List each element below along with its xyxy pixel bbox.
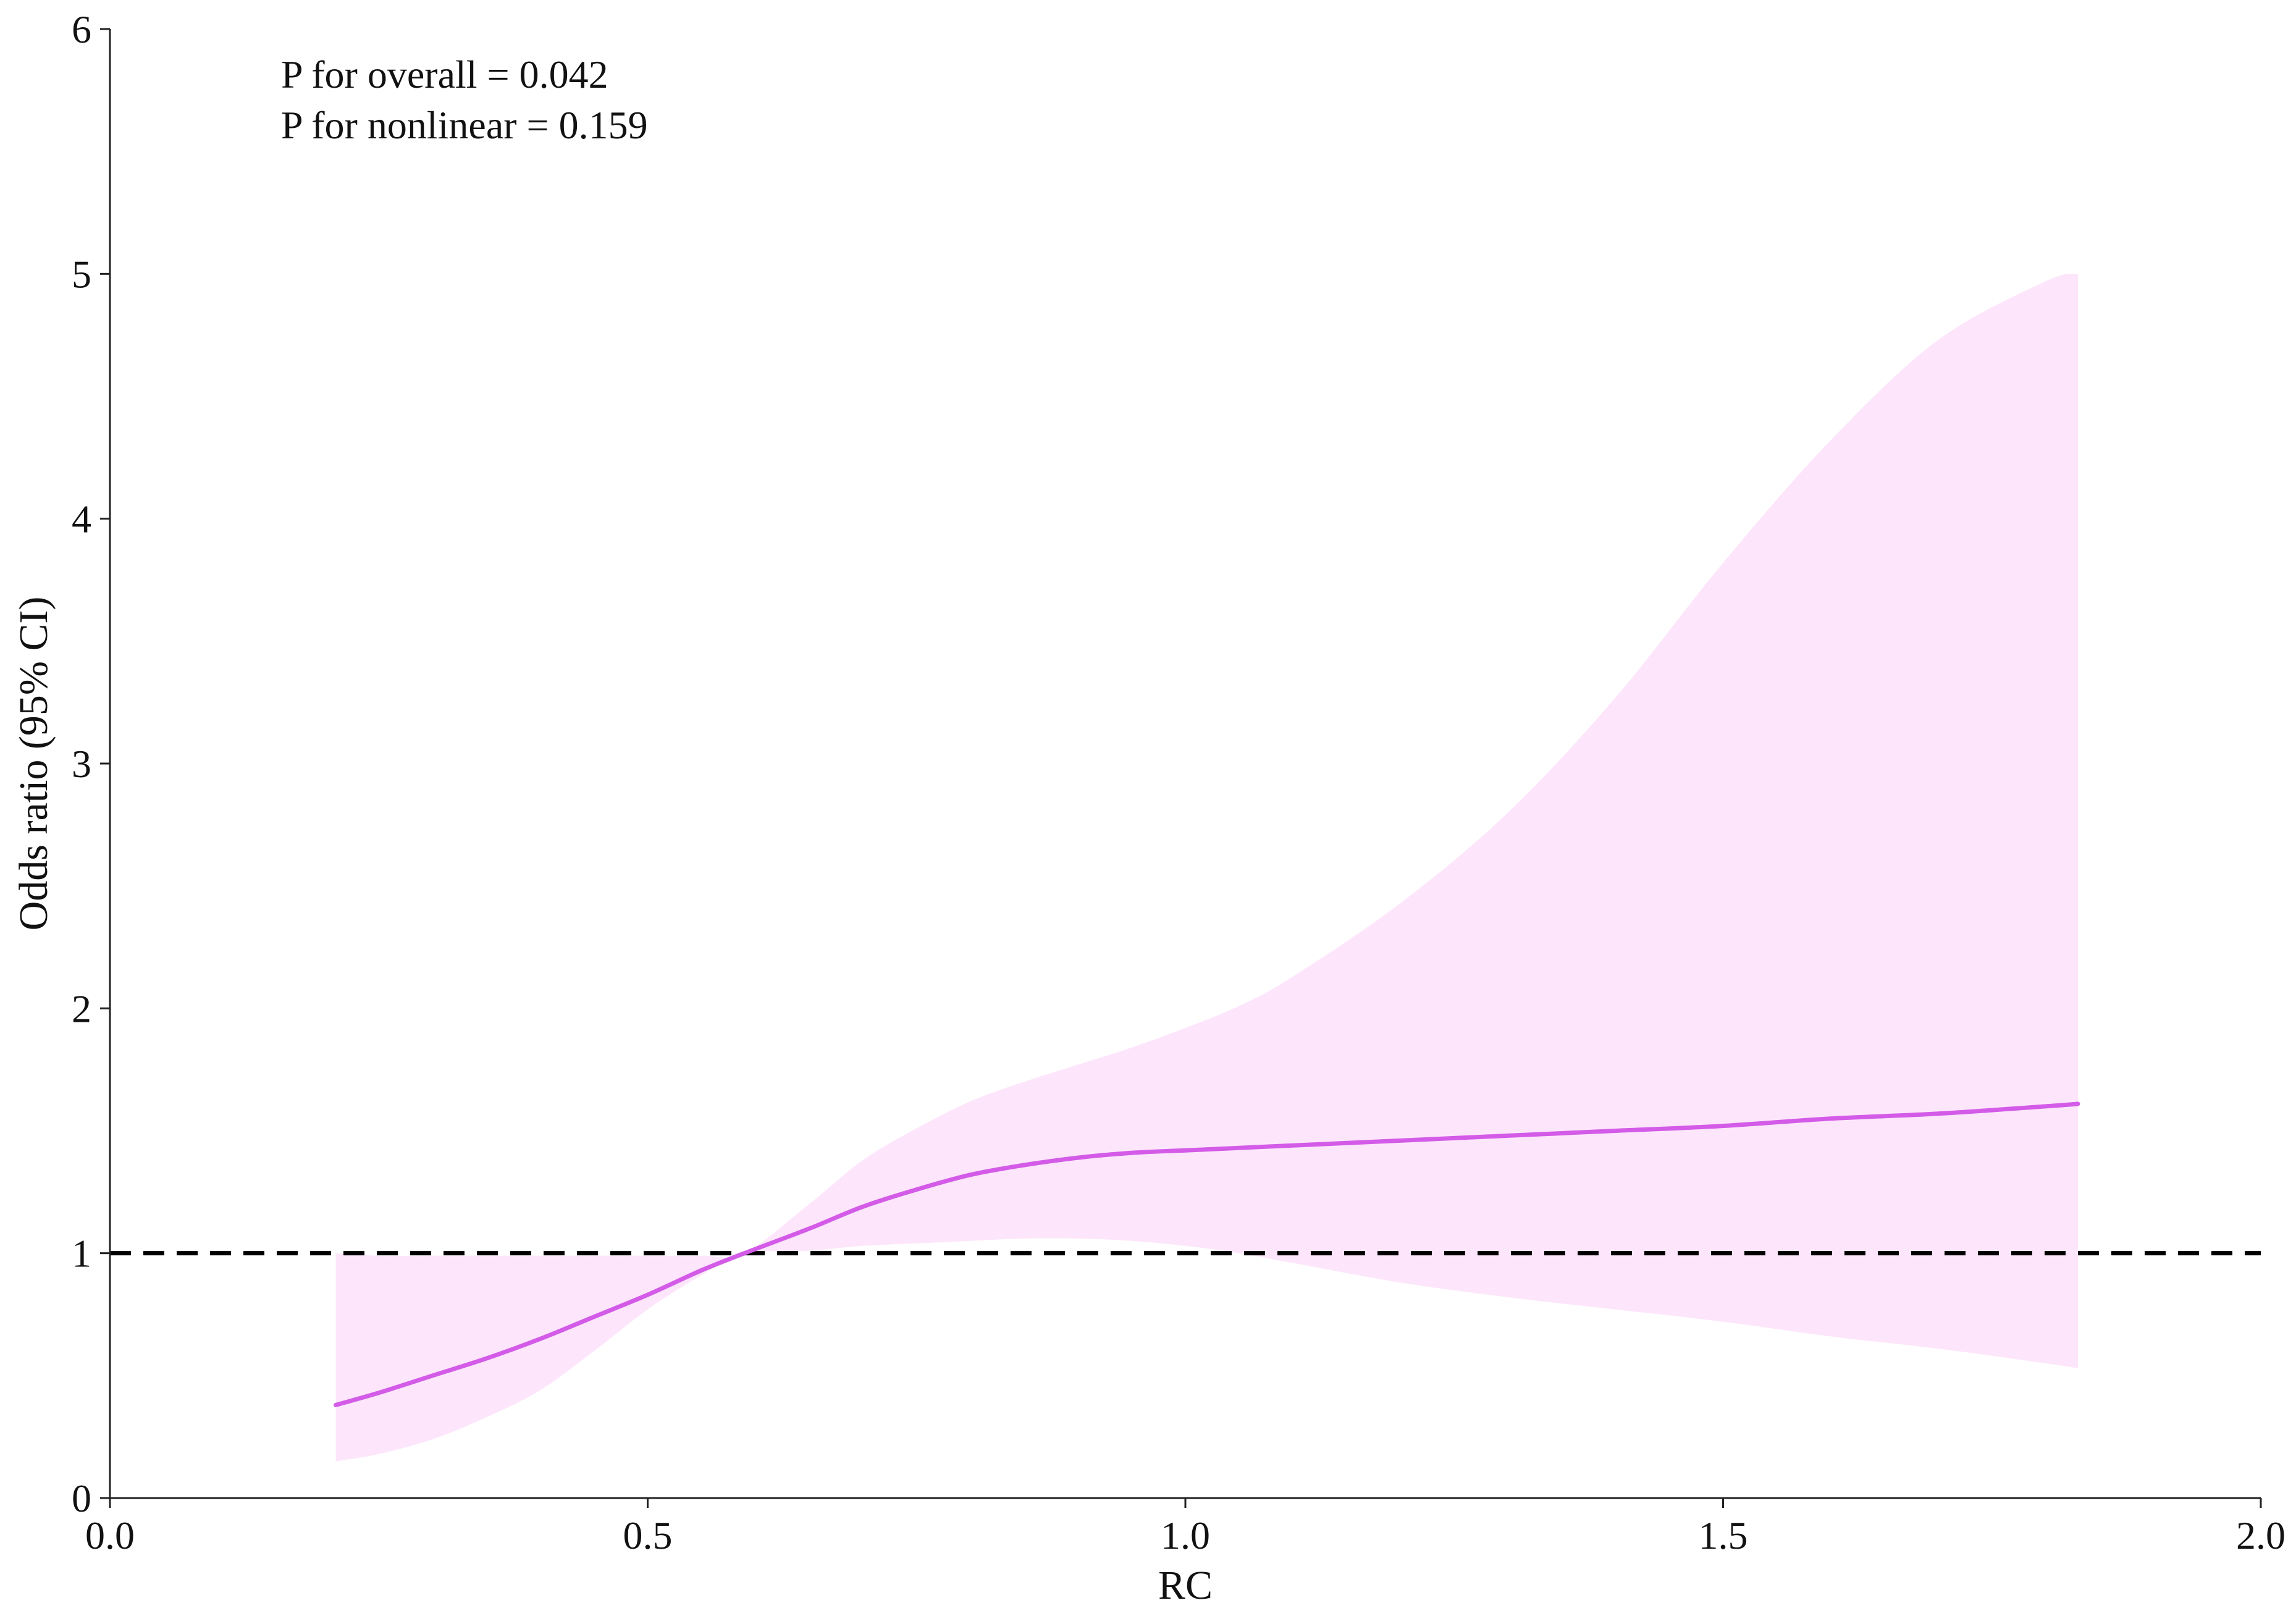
y-tick-label: 4 bbox=[72, 497, 91, 541]
y-tick-label: 2 bbox=[72, 987, 91, 1030]
x-tick-label: 1.5 bbox=[1699, 1513, 1748, 1557]
odds-ratio-line bbox=[334, 1101, 2080, 1407]
y-tick-label: 5 bbox=[72, 252, 91, 296]
x-tick-label: 1.0 bbox=[1161, 1513, 1210, 1557]
plot-area bbox=[110, 274, 2261, 1462]
y-tick-label: 3 bbox=[72, 742, 91, 786]
p-overall-annotation: P for overall = 0.042 bbox=[281, 53, 608, 96]
x-axis-title: RC bbox=[1158, 1563, 1213, 1608]
y-axis-ticks: 0 1 2 3 4 5 6 bbox=[72, 7, 110, 1520]
y-tick-label: 6 bbox=[72, 7, 91, 51]
y-tick-label: 1 bbox=[72, 1232, 91, 1276]
x-axis-ticks: 0.0 0.5 1.0 1.5 2.0 bbox=[85, 1498, 2285, 1557]
axes: 0.0 0.5 1.0 1.5 2.0 0 1 2 3 4 5 6 bbox=[72, 7, 2285, 1557]
confidence-band bbox=[335, 274, 2078, 1462]
x-tick-label: 0.5 bbox=[623, 1513, 673, 1557]
p-nonlinear-annotation: P for nonlinear = 0.159 bbox=[281, 103, 648, 147]
y-axis-title: Odds ratio (95% CI) bbox=[11, 597, 56, 931]
x-tick-label: 0.0 bbox=[85, 1513, 135, 1557]
y-tick-label: 0 bbox=[72, 1476, 91, 1520]
x-tick-label: 2.0 bbox=[2236, 1513, 2285, 1557]
